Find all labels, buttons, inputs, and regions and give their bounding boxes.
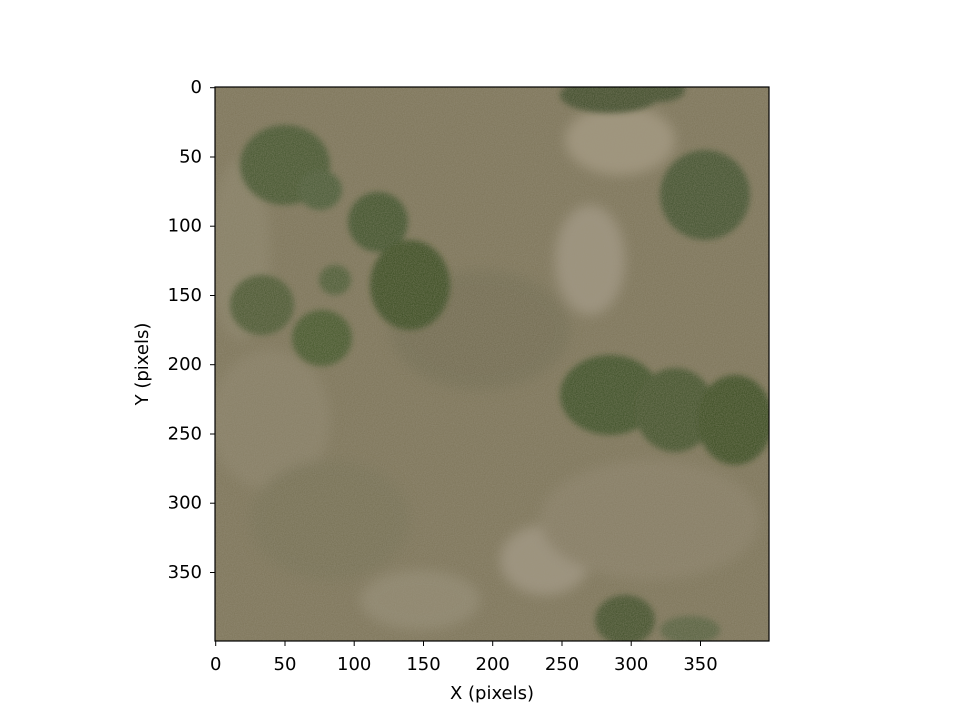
x-tick-label: 100 — [337, 654, 371, 675]
x-tick-label: 200 — [476, 654, 510, 675]
y-tick-label: 350 — [168, 562, 202, 583]
x-tick-label: 250 — [545, 654, 579, 675]
y-axis — [210, 87, 215, 573]
x-tick-label: 0 — [210, 654, 221, 675]
y-axis-label: Y (pixels) — [132, 323, 153, 407]
x-tick-label: 150 — [406, 654, 440, 675]
y-tick-label: 150 — [168, 285, 202, 306]
y-tick-label: 100 — [168, 216, 202, 237]
y-tick-label: 50 — [179, 147, 202, 168]
x-tick-label: 50 — [274, 654, 297, 675]
x-tick-label: 300 — [614, 654, 648, 675]
plot-frame — [214, 86, 770, 642]
x-axis — [215, 641, 701, 646]
y-tick-label: 200 — [168, 354, 202, 375]
aerial-image — [215, 87, 769, 641]
x-tick-label: 350 — [683, 654, 717, 675]
y-tick-label: 0 — [191, 77, 202, 98]
x-axis-label: X (pixels) — [450, 683, 534, 704]
y-tick-label: 300 — [168, 493, 202, 514]
y-tick-label: 250 — [168, 424, 202, 445]
